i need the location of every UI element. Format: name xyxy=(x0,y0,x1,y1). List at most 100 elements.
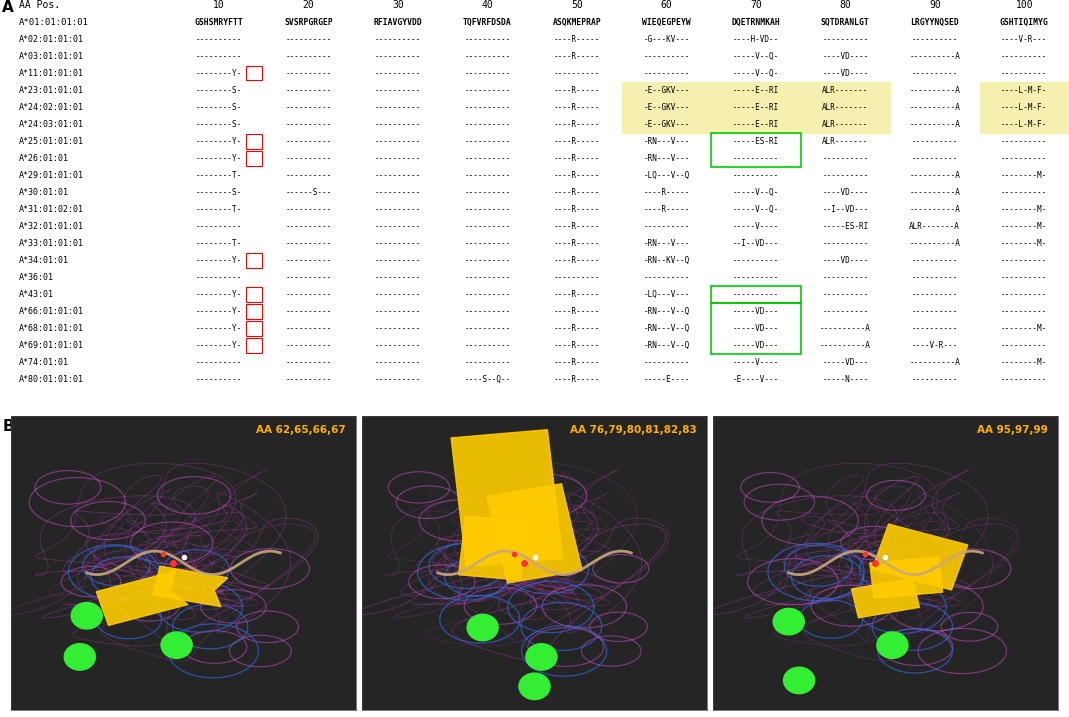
Text: ----------A: ----------A xyxy=(910,52,960,61)
Text: ----------A: ----------A xyxy=(820,341,871,350)
Text: ----------: ---------- xyxy=(464,307,511,316)
Text: ----------: ---------- xyxy=(1002,290,1048,299)
Text: ----------: ---------- xyxy=(644,358,690,367)
Text: ----R-----: ----R----- xyxy=(554,103,600,112)
Text: ----------: ---------- xyxy=(285,171,331,180)
Text: ----------: ---------- xyxy=(1002,137,1048,146)
Text: A*01:01:01:01: A*01:01:01:01 xyxy=(19,18,89,27)
Text: 30: 30 xyxy=(392,0,404,10)
Text: ----------: ---------- xyxy=(196,34,242,44)
Text: ----------: ---------- xyxy=(644,273,690,282)
Text: ----R-----: ----R----- xyxy=(554,290,600,299)
Text: ----------: ---------- xyxy=(464,52,511,61)
Text: AA 95,97,99: AA 95,97,99 xyxy=(977,424,1048,435)
Circle shape xyxy=(64,644,95,670)
Text: ----------: ---------- xyxy=(375,34,421,44)
Text: ASQKMEPRAP: ASQKMEPRAP xyxy=(553,18,601,27)
Text: --------T-: --------T- xyxy=(196,205,242,214)
Text: --------T-: --------T- xyxy=(196,171,242,180)
Text: A*25:01:01:01: A*25:01:01:01 xyxy=(19,137,84,146)
Text: ----------: ---------- xyxy=(285,358,331,367)
Text: ----------: ---------- xyxy=(464,324,511,333)
Bar xyxy=(979,116,1069,133)
Text: ----------: ---------- xyxy=(644,52,690,61)
Text: ----------: ---------- xyxy=(912,137,958,146)
Text: TQFVRFDSDA: TQFVRFDSDA xyxy=(463,18,512,27)
Text: ----------: ---------- xyxy=(375,358,421,367)
Text: ----------: ---------- xyxy=(912,375,958,384)
Text: ----------A: ----------A xyxy=(910,86,960,95)
Text: A*43:01: A*43:01 xyxy=(19,290,55,299)
Text: ----R-----: ----R----- xyxy=(554,239,600,248)
Text: ----L-M-F-: ----L-M-F- xyxy=(1002,86,1048,95)
Circle shape xyxy=(784,668,815,693)
Text: ----------: ---------- xyxy=(912,34,958,44)
Bar xyxy=(979,99,1069,115)
Text: ALR-------: ALR------- xyxy=(822,86,868,95)
Text: -E--GKV---: -E--GKV--- xyxy=(644,86,690,95)
Text: ----------: ---------- xyxy=(464,188,511,197)
Text: -----VD---: -----VD--- xyxy=(732,341,779,350)
Text: -----V--Q-: -----V--Q- xyxy=(732,188,779,197)
Text: ----R-----: ----R----- xyxy=(554,222,600,231)
Text: ----------: ---------- xyxy=(554,69,600,77)
Text: ----------: ---------- xyxy=(1002,341,1048,350)
Text: ----------: ---------- xyxy=(822,34,868,44)
Text: ----------: ---------- xyxy=(912,290,958,299)
Text: ----------: ---------- xyxy=(375,154,421,163)
Text: ----------: ---------- xyxy=(375,171,421,180)
Text: --I--VD---: --I--VD--- xyxy=(732,239,779,248)
Text: ----------: ---------- xyxy=(464,341,511,350)
Text: ----------: ---------- xyxy=(464,205,511,214)
Text: AA Pos.: AA Pos. xyxy=(19,0,60,10)
Text: ----VD----: ----VD---- xyxy=(822,52,868,61)
Text: ----R-----: ----R----- xyxy=(554,307,600,316)
Text: RFIAVGYVDD: RFIAVGYVDD xyxy=(373,18,422,27)
Bar xyxy=(622,99,711,115)
Text: ----------: ---------- xyxy=(464,358,511,367)
Text: ----R-----: ----R----- xyxy=(554,34,600,44)
Text: 70: 70 xyxy=(750,0,762,10)
Text: ----R-----: ----R----- xyxy=(554,52,600,61)
Text: ----VD----: ----VD---- xyxy=(822,188,868,197)
Text: 50: 50 xyxy=(571,0,583,10)
Circle shape xyxy=(161,632,192,658)
Text: A*24:02:01:01: A*24:02:01:01 xyxy=(19,103,84,112)
Text: ----------A: ----------A xyxy=(820,324,871,333)
Text: 90: 90 xyxy=(929,0,941,10)
Polygon shape xyxy=(459,516,527,580)
Text: ----R-----: ----R----- xyxy=(554,171,600,180)
Text: 80: 80 xyxy=(839,0,851,10)
Text: ----------: ---------- xyxy=(732,273,779,282)
Text: ----------: ---------- xyxy=(732,256,779,265)
Text: ----------: ---------- xyxy=(912,69,958,77)
Text: -LQ---V--Q: -LQ---V--Q xyxy=(644,171,690,180)
Text: ----------: ---------- xyxy=(912,273,958,282)
Bar xyxy=(801,116,890,133)
Text: ----R-----: ----R----- xyxy=(554,154,600,163)
Text: ----------: ---------- xyxy=(285,34,331,44)
Text: ----------: ---------- xyxy=(644,222,690,231)
Text: A*02:01:01:01: A*02:01:01:01 xyxy=(19,34,84,44)
Text: 60: 60 xyxy=(661,0,672,10)
Text: ----------: ---------- xyxy=(1002,188,1048,197)
Text: --------M-: --------M- xyxy=(1002,239,1048,248)
Text: ----------: ---------- xyxy=(822,273,868,282)
Text: -E--GKV---: -E--GKV--- xyxy=(644,103,690,112)
Text: ----------: ---------- xyxy=(375,375,421,384)
Text: ----S--Q--: ----S--Q-- xyxy=(464,375,511,384)
Text: ----------: ---------- xyxy=(1002,307,1048,316)
Circle shape xyxy=(526,644,557,670)
Text: ----------A: ----------A xyxy=(910,188,960,197)
Text: -RN--KV--Q: -RN--KV--Q xyxy=(644,256,690,265)
Text: ----R-----: ----R----- xyxy=(554,341,600,350)
Text: A*26:01:01: A*26:01:01 xyxy=(19,154,69,163)
Polygon shape xyxy=(852,579,919,618)
Text: ----------: ---------- xyxy=(375,239,421,248)
Text: ----R-----: ----R----- xyxy=(554,137,600,146)
Text: ----R-----: ----R----- xyxy=(644,205,690,214)
Bar xyxy=(711,116,801,133)
Text: ----------: ---------- xyxy=(285,222,331,231)
Text: ----L-M-F-: ----L-M-F- xyxy=(1002,120,1048,129)
Text: ----VD----: ----VD---- xyxy=(822,256,868,265)
